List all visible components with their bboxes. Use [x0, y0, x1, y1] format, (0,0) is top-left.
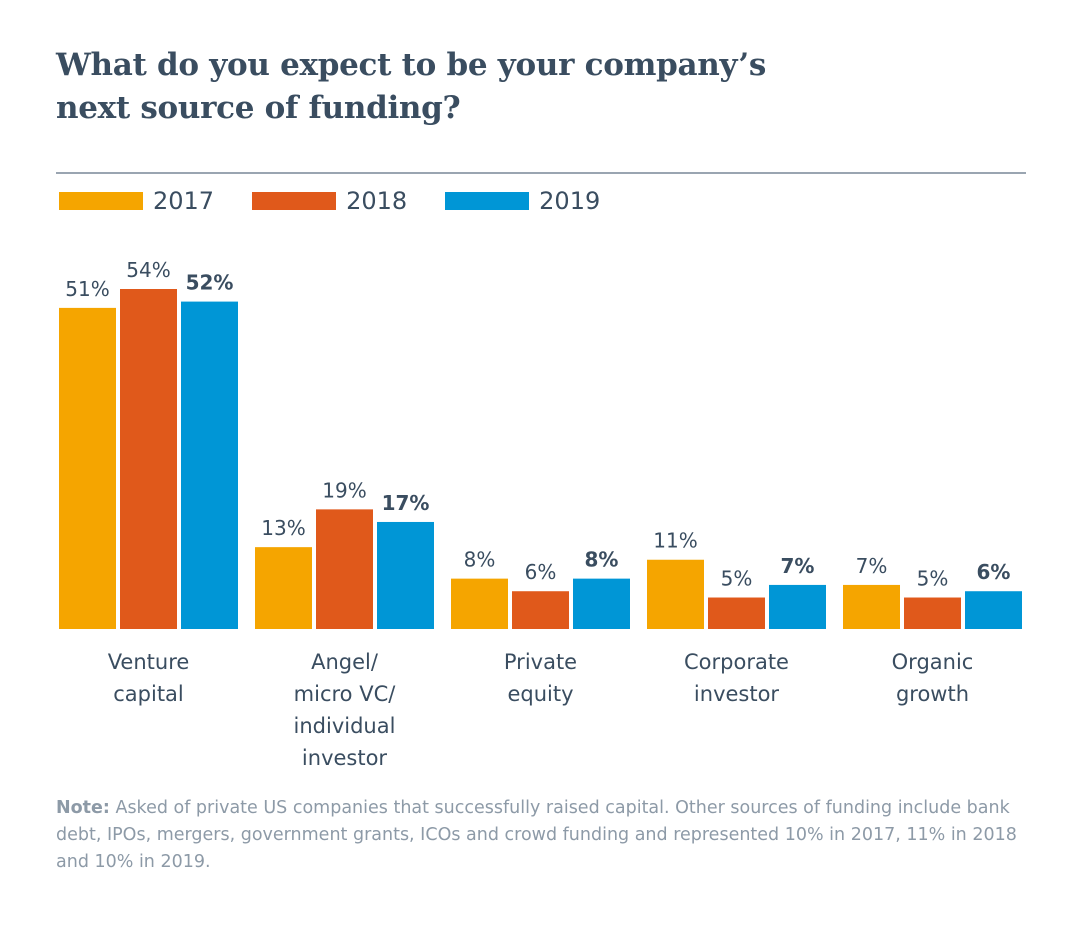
bar-value-label-2019-3: 7% — [781, 554, 815, 578]
category-label-1-line-2: individual — [294, 714, 396, 738]
chart-title: What do you expect to be your company’s … — [56, 44, 956, 130]
bar-2017-1 — [255, 547, 312, 629]
legend-swatch-2017 — [59, 192, 143, 210]
category-label-0-line-1: capital — [113, 682, 184, 706]
bar-value-label-2019-1: 17% — [382, 491, 430, 515]
legend-item-2018: 2018 — [252, 187, 407, 215]
legend-item-2017: 2017 — [59, 187, 214, 215]
category-label-0-line-0: Venture — [108, 650, 190, 674]
legend-label-2019: 2019 — [539, 187, 601, 215]
legend: 2017 2018 2019 — [59, 187, 600, 215]
footnote-text: Asked of private US companies that succe… — [56, 798, 1017, 872]
bar-value-label-2017-1: 13% — [261, 516, 305, 540]
bar-2019-1 — [377, 521, 434, 629]
bar-2018-0 — [120, 289, 177, 629]
bar-2019-4 — [965, 591, 1022, 629]
bar-2019-0 — [181, 301, 238, 629]
bar-2019-2 — [573, 578, 630, 629]
bar-2017-4 — [843, 584, 900, 629]
bar-value-label-2019-0: 52% — [186, 271, 234, 295]
bar-value-label-2017-4: 7% — [856, 554, 888, 578]
bar-2017-0 — [59, 307, 116, 629]
bar-2017-2 — [451, 578, 508, 629]
bar-2018-2 — [512, 591, 569, 629]
bar-2018-4 — [904, 597, 961, 629]
legend-label-2018: 2018 — [346, 187, 408, 215]
category-label-1-line-0: Angel/ — [311, 650, 379, 674]
bar-value-label-2019-2: 8% — [585, 548, 619, 572]
bar-2017-3 — [647, 559, 704, 629]
bar-value-label-2017-3: 11% — [653, 529, 697, 553]
bar-value-label-2018-4: 5% — [917, 567, 949, 591]
legend-swatch-2019 — [445, 192, 530, 210]
bar-value-label-2018-0: 54% — [126, 258, 170, 282]
category-label-2-line-1: equity — [507, 682, 573, 706]
legend-label-2017: 2017 — [153, 187, 215, 215]
chart-title-line-2: next source of funding? — [56, 90, 461, 126]
bar-value-label-2018-2: 6% — [525, 560, 557, 584]
bar-2019-3 — [769, 584, 826, 629]
legend-swatch-2018 — [252, 192, 337, 210]
bar-value-label-2017-2: 8% — [464, 548, 496, 572]
category-label-2-line-0: Private — [504, 650, 577, 674]
title-divider — [56, 172, 1026, 174]
chart-title-line-1: What do you expect to be your company’s — [56, 47, 766, 83]
bar-2018-3 — [708, 597, 765, 629]
bar-value-label-2019-4: 6% — [977, 560, 1011, 584]
category-label-1-line-3: investor — [302, 746, 388, 770]
bar-value-label-2017-0: 51% — [65, 277, 109, 301]
bar-value-label-2018-1: 19% — [322, 478, 366, 502]
footnote-label: Note: — [56, 798, 110, 818]
bar-2018-1 — [316, 509, 373, 629]
category-label-4-line-1: growth — [896, 682, 969, 706]
category-label-1-line-1: micro VC/ — [294, 682, 397, 706]
bar-value-label-2018-3: 5% — [721, 567, 753, 591]
footnote: Note: Asked of private US companies that… — [56, 795, 1036, 876]
legend-item-2019: 2019 — [445, 187, 600, 215]
category-label-3-line-1: investor — [694, 682, 780, 706]
category-label-4-line-0: Organic — [892, 650, 974, 674]
category-label-3-line-0: Corporate — [684, 650, 789, 674]
